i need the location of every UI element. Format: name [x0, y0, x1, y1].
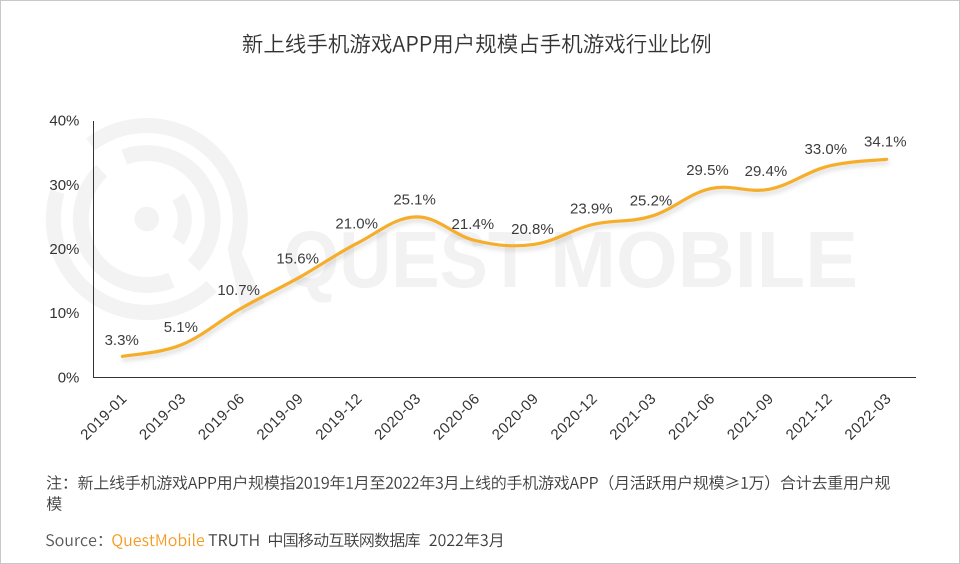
svg-text:30%: 30%: [49, 177, 79, 194]
svg-text:5.1%: 5.1%: [164, 319, 198, 336]
svg-text:0%: 0%: [58, 369, 80, 386]
svg-text:2020-06: 2020-06: [430, 390, 483, 443]
svg-text:2019-01: 2019-01: [77, 390, 130, 443]
svg-text:2022-03: 2022-03: [841, 390, 894, 443]
svg-text:2020-03: 2020-03: [371, 390, 424, 443]
svg-text:29.4%: 29.4%: [745, 163, 788, 180]
svg-text:2019-09: 2019-09: [254, 390, 307, 443]
svg-text:21.0%: 21.0%: [335, 215, 378, 232]
svg-text:23.9%: 23.9%: [570, 201, 613, 218]
svg-text:QUEST: QUEST: [283, 215, 532, 304]
svg-text:2021-06: 2021-06: [665, 390, 718, 443]
svg-text:25.2%: 25.2%: [630, 193, 673, 210]
svg-text:2019-06: 2019-06: [195, 390, 248, 443]
svg-text:21.4%: 21.4%: [452, 216, 495, 233]
svg-text:2020-09: 2020-09: [489, 390, 542, 443]
svg-text:2020-12: 2020-12: [548, 390, 601, 443]
svg-text:10%: 10%: [49, 305, 79, 322]
svg-text:2021-03: 2021-03: [606, 390, 659, 443]
svg-text:20%: 20%: [49, 241, 79, 258]
svg-text:2019-12: 2019-12: [312, 390, 365, 443]
svg-text:15.6%: 15.6%: [276, 250, 319, 267]
svg-text:40%: 40%: [49, 113, 79, 130]
svg-text:10.7%: 10.7%: [217, 282, 260, 299]
svg-text:34.1%: 34.1%: [864, 133, 907, 150]
svg-text:MOBILE: MOBILE: [550, 215, 858, 304]
svg-text:2021-09: 2021-09: [724, 390, 777, 443]
svg-text:20.8%: 20.8%: [511, 221, 554, 238]
svg-text:33.0%: 33.0%: [805, 141, 848, 158]
svg-text:3.3%: 3.3%: [105, 332, 139, 349]
svg-text:25.1%: 25.1%: [393, 191, 436, 208]
svg-text:29.5%: 29.5%: [686, 162, 729, 179]
svg-text:2019-03: 2019-03: [136, 390, 189, 443]
svg-text:2021-12: 2021-12: [783, 390, 836, 443]
